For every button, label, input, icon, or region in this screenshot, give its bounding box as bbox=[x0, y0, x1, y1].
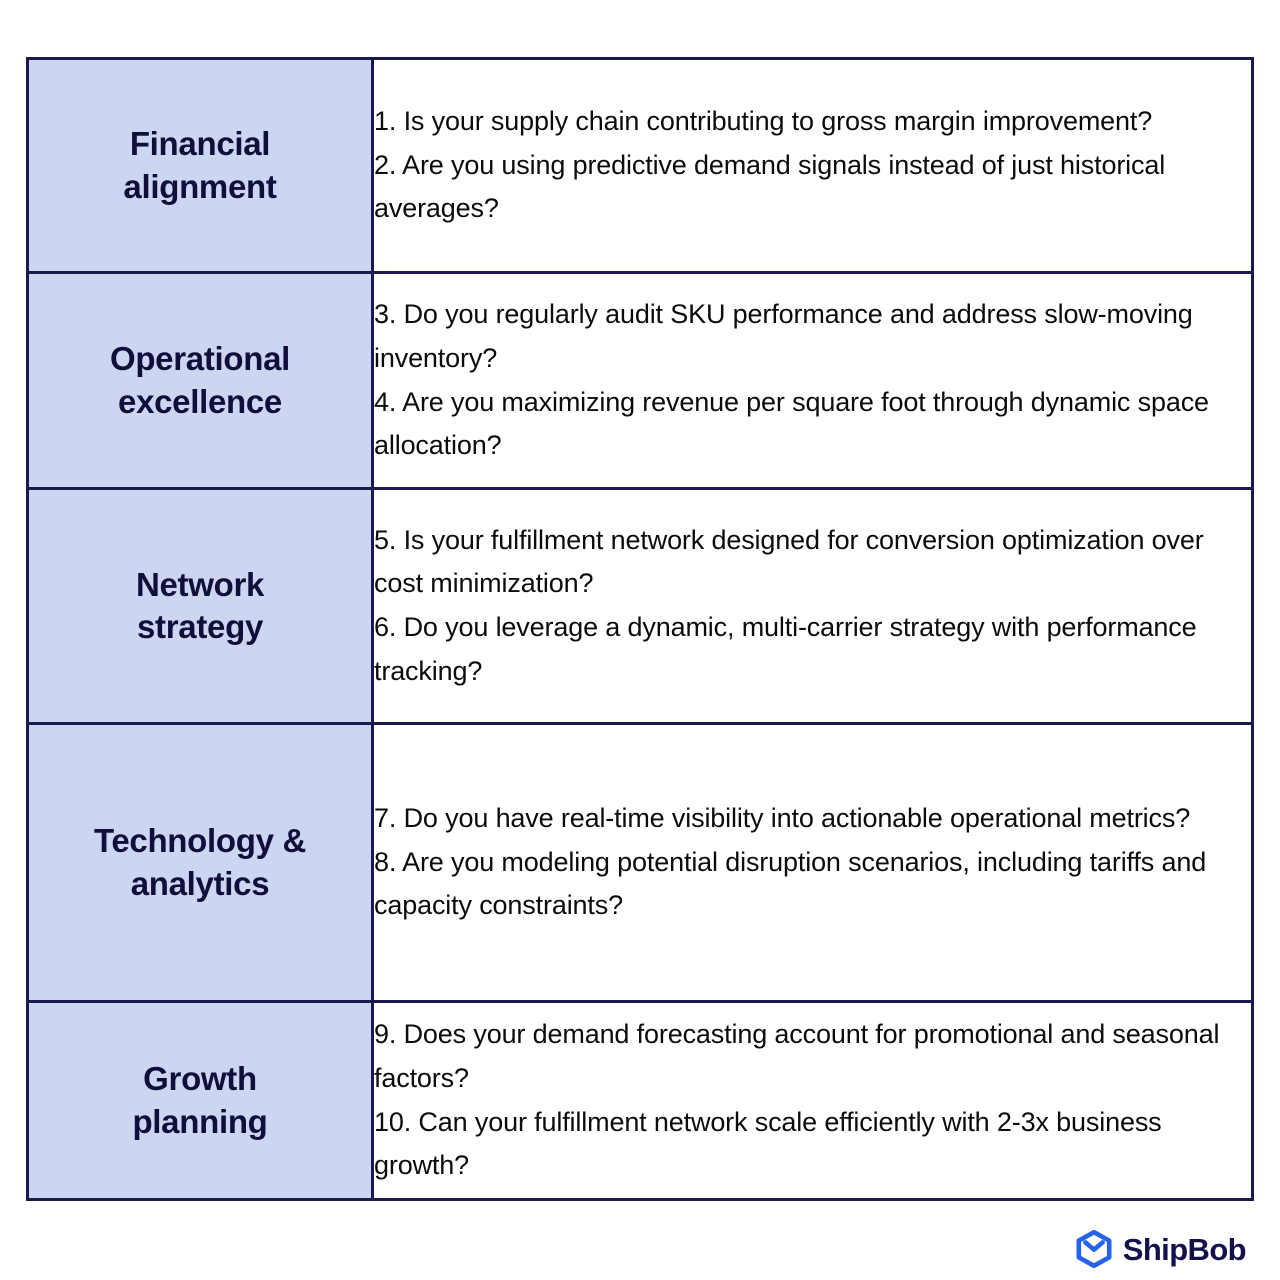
question-item: 5. Is your fulfillment network designed … bbox=[374, 524, 1204, 599]
category-label-line2: alignment bbox=[123, 167, 277, 205]
question-list: 3. Do you regularly audit SKU performanc… bbox=[374, 293, 1251, 468]
category-label: Operational excellence bbox=[29, 338, 371, 422]
question-list: 1. Is your supply chain contributing to … bbox=[374, 100, 1251, 231]
category-label: Technology & analytics bbox=[29, 820, 371, 904]
category-cell-technology-analytics: Technology & analytics bbox=[26, 722, 374, 1003]
question-item: 6. Do you leverage a dynamic, multi-carr… bbox=[374, 612, 1197, 686]
table-body: Financial alignment 1. Is your supply ch… bbox=[26, 57, 1254, 1201]
category-label-line2: strategy bbox=[137, 608, 263, 645]
question-item: 8. Are you modeling potential disruption… bbox=[374, 846, 1207, 921]
category-label: Network strategy bbox=[29, 564, 371, 648]
questions-cell-network-strategy: 5. Is your fulfillment network designed … bbox=[371, 487, 1254, 725]
table-row: Growth planning 9. Does your demand fore… bbox=[26, 1000, 1254, 1201]
category-label: Growth planning bbox=[29, 1058, 371, 1142]
question-item: 3. Do you regularly audit SKU performanc… bbox=[374, 299, 1193, 373]
question-item: 2. Are you using predictive demand signa… bbox=[374, 149, 1166, 224]
category-label-line2: planning bbox=[132, 1102, 268, 1140]
question-item: 10. Can your fulfillment network scale e… bbox=[374, 1106, 1162, 1181]
question-list: 5. Is your fulfillment network designed … bbox=[374, 519, 1251, 694]
questions-cell-growth-planning: 9. Does your demand forecasting account … bbox=[371, 1000, 1254, 1201]
question-list: 9. Does your demand forecasting account … bbox=[374, 1013, 1251, 1188]
question-list: 7. Do you have real-time visibility into… bbox=[374, 797, 1251, 928]
question-item: 4. Are you maximizing revenue per square… bbox=[374, 386, 1209, 461]
category-cell-network-strategy: Network strategy bbox=[26, 487, 374, 725]
assessment-checklist-table: Financial alignment 1. Is your supply ch… bbox=[26, 57, 1254, 1201]
category-label-line1: Network bbox=[135, 565, 265, 603]
category-label-line1: Financial bbox=[129, 125, 271, 163]
category-label-line2: excellence bbox=[118, 382, 282, 420]
questions-cell-financial-alignment: 1. Is your supply chain contributing to … bbox=[371, 57, 1254, 274]
category-label: Financial alignment bbox=[29, 123, 371, 207]
shipbob-wordmark: ShipBob bbox=[1122, 1231, 1247, 1267]
category-label-line2: analytics bbox=[130, 864, 270, 902]
table-row: Technology & analytics 7. Do you have re… bbox=[26, 722, 1254, 1003]
category-label-line1: Growth bbox=[143, 1060, 257, 1098]
questions-cell-operational-excellence: 3. Do you regularly audit SKU performanc… bbox=[371, 271, 1254, 490]
category-cell-growth-planning: Growth planning bbox=[26, 1000, 374, 1201]
category-label-line1: Operational bbox=[109, 340, 291, 378]
questions-cell-technology-analytics: 7. Do you have real-time visibility into… bbox=[371, 722, 1254, 1003]
question-item: 1. Is your supply chain contributing to … bbox=[374, 105, 1153, 136]
shipbob-box-icon bbox=[1076, 1230, 1112, 1268]
shipbob-logo: ShipBob bbox=[1076, 1230, 1247, 1268]
question-item: 7. Do you have real-time visibility into… bbox=[374, 802, 1191, 833]
category-cell-operational-excellence: Operational excellence bbox=[26, 271, 374, 490]
table-row: Operational excellence 3. Do you regular… bbox=[26, 271, 1254, 490]
table-row: Financial alignment 1. Is your supply ch… bbox=[26, 57, 1254, 274]
table-row: Network strategy 5. Is your fulfillment … bbox=[26, 487, 1254, 725]
category-cell-financial-alignment: Financial alignment bbox=[26, 57, 374, 274]
question-item: 9. Does your demand forecasting account … bbox=[374, 1019, 1220, 1093]
category-label-line1: Technology & bbox=[93, 822, 307, 860]
